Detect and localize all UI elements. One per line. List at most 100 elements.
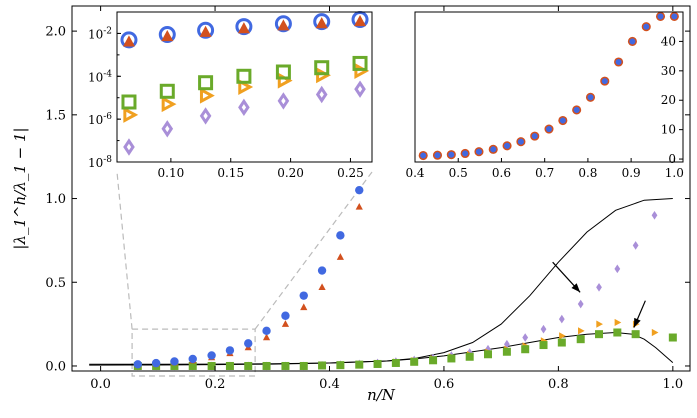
green-squares-point (318, 361, 327, 370)
inset-left-purple-diamonds-point (161, 120, 174, 138)
inset-left-red-triangles-point (354, 15, 367, 27)
green-squares-point (595, 330, 604, 339)
inset-left-y-tick-label: 10-4 (88, 69, 112, 84)
green-squares-point (576, 335, 585, 344)
orange-triangles-point (651, 328, 659, 337)
inset-left-purple-diamonds-point (354, 80, 366, 98)
red-triangles-point (355, 202, 363, 210)
inset-right-x-tick-label: 0.5 (449, 166, 468, 180)
green-squares-point (244, 361, 253, 370)
blue-circles-point (281, 311, 290, 320)
inset-left-blue-circles-point (313, 13, 331, 31)
inset-left-orange-triangles-point (123, 106, 139, 123)
inset-right-y-tick-label: 10 (661, 123, 676, 137)
blue-circles-point (170, 357, 179, 366)
inset-left-purple-diamonds-point (238, 98, 250, 117)
inset-right-ratio-point (655, 11, 666, 21)
blue-circles-point (133, 360, 143, 369)
main-plot: 0.0 0.2 0.4 0.6 0.8 1.0 0.0 0.5 1.0 1.5 2.0 n/N |λ… (11, 5, 691, 404)
blue-circles-point (225, 346, 235, 355)
inset-left-green-squares-point (121, 94, 137, 110)
inset-left-purple-diamonds-point (123, 138, 135, 156)
inset-left-blue-circles-point (158, 26, 176, 43)
blue-circles-point (317, 266, 327, 275)
inset-right-x-tick-label: 0.6 (492, 166, 511, 180)
arrow-head (571, 283, 581, 293)
green-squares-point (613, 328, 622, 337)
green-squares-point (262, 361, 271, 370)
blue-circles-point (336, 231, 345, 240)
inset-right-y-tick-label: 30 (661, 64, 676, 78)
inset-right-ratio-point (502, 141, 512, 151)
green-squares-point (502, 347, 511, 356)
red-triangles-point (318, 283, 326, 290)
inset-left-purple-diamonds-point (315, 85, 328, 104)
inset-left-orange-triangles-point (238, 78, 254, 96)
y-axis-label: |λ_1^h/λ_1 − 1| (11, 127, 29, 249)
y-tick-label: 2.0 (45, 25, 66, 40)
inset-right-y-tick-label: 0 (668, 152, 676, 166)
green-squares-point (207, 361, 216, 370)
blue-circles-point (244, 339, 253, 348)
inset-right-x-tick-label: 0.8 (578, 166, 597, 180)
inset-left-green-squares-point (352, 55, 368, 71)
x-tick-label: 0.4 (319, 377, 340, 392)
inset-left-x-tick-label: 0.15 (217, 166, 244, 180)
inset-right-y-tick-label: 20 (661, 93, 676, 107)
x-tick-label: 0.8 (548, 377, 569, 392)
green-squares-point (225, 361, 234, 370)
inset-left-frame (116, 11, 373, 163)
inset-left-y-tick-label: 10-8 (88, 155, 112, 170)
inset-right-y-tick-label: 40 (661, 34, 676, 48)
red-triangles-point (300, 303, 308, 311)
inset-right-ratio-point (488, 144, 498, 154)
green-squares-point (188, 361, 197, 370)
purple-diamonds-point (540, 324, 547, 334)
purple-diamonds-point (596, 282, 602, 292)
inset-left-markers (120, 11, 370, 156)
inset-left-red-triangles-point (277, 19, 290, 31)
main-arrows (552, 261, 646, 328)
inset-right-ratio-point (641, 22, 651, 32)
inset-left-y-tick-label: 10-2 (88, 26, 112, 41)
green-squares-point (668, 333, 677, 342)
inset-left-y-tick-label: 10-6 (88, 112, 112, 127)
inset-right-ratio-point (530, 131, 540, 141)
inset-right-ratio-point (460, 148, 470, 159)
inset-right-plot: 0.4 0.5 0.6 0.7 0.8 0.9 1.00 10 20 30 40 (405, 11, 684, 180)
inset-right-ticks: 0.4 0.5 0.6 0.7 0.8 0.9 1.00 10 20 30 40 (405, 34, 683, 180)
y-axis-label-text: |λ_1^h/λ_1 − 1| (11, 127, 29, 249)
red-triangles-point (281, 320, 290, 327)
inset-left-blue-circles-point (274, 15, 292, 33)
main-markers (133, 185, 677, 371)
red-triangles-point (336, 253, 344, 260)
green-squares-point (465, 352, 474, 361)
purple-diamonds-point (558, 314, 565, 324)
inset-right-x-tick-label: 0.7 (535, 166, 554, 180)
inset-right-ratio-point (600, 76, 610, 86)
blue-circles-point (262, 326, 271, 336)
x-tick-label: 0.6 (434, 377, 455, 392)
main-ticks: 0.0 0.2 0.4 0.6 0.8 1.0 0.0 0.5 1.0 1.5 2.0 (45, 6, 690, 392)
inset-right-ratio-point (418, 150, 428, 161)
orange-triangles-point (578, 327, 585, 335)
inset-left-blue-circles-point (197, 21, 215, 39)
green-squares-point (557, 338, 566, 347)
orange-triangles-point (559, 332, 566, 340)
y-tick-label: 0.0 (45, 359, 66, 374)
inset-right-ratio-point (572, 105, 582, 115)
y-tick-label: 0.5 (45, 276, 66, 291)
green-squares-point (373, 359, 382, 368)
zoom-connector-left (116, 171, 133, 330)
green-squares-point (170, 361, 179, 370)
orange-triangles-point (614, 318, 622, 327)
green-squares-point (521, 345, 530, 354)
inset-left-red-triangles-point (122, 35, 135, 47)
inset-right-ratio-point (558, 115, 568, 126)
inset-left-purple-diamonds-point (199, 107, 212, 125)
green-squares-point (484, 350, 493, 359)
main-axes-frame (71, 5, 691, 372)
blue-circles-point (151, 358, 161, 368)
red-triangles-point (262, 333, 271, 341)
